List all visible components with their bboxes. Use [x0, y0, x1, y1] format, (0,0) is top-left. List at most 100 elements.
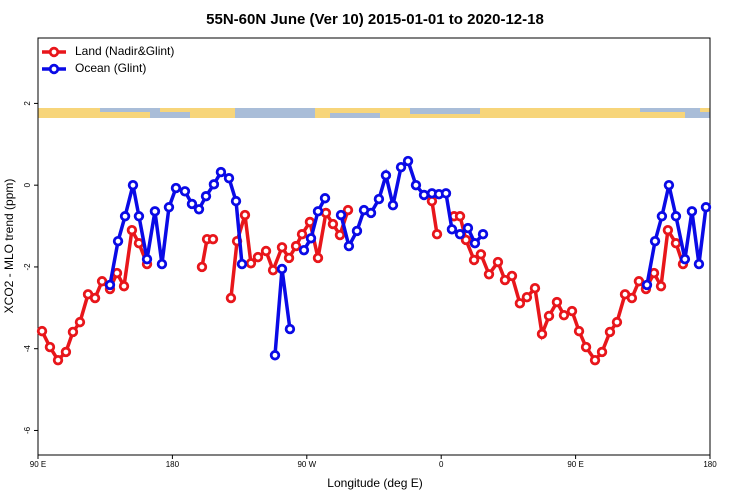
point: [170, 182, 182, 194]
point: [373, 193, 385, 205]
point: [335, 209, 347, 221]
x-tick-label: 0: [439, 460, 444, 469]
point: [633, 276, 645, 287]
point: [558, 309, 570, 321]
point: [649, 235, 661, 247]
point: [133, 211, 145, 222]
series-line: [430, 200, 439, 235]
point: [304, 216, 316, 228]
point: [536, 328, 548, 340]
point: [395, 161, 407, 173]
point: [225, 292, 237, 304]
legend-label: Ocean (Glint): [75, 61, 146, 75]
x-tick-label: 90 E: [567, 460, 583, 469]
point: [74, 316, 86, 328]
point: [327, 218, 339, 230]
point: [193, 204, 205, 215]
point: [380, 170, 392, 181]
point: [163, 202, 175, 213]
point: [529, 283, 541, 294]
point: [126, 224, 138, 236]
point: [112, 235, 124, 247]
point: [260, 245, 272, 257]
point: [418, 189, 430, 201]
y-tick-label: 0: [23, 182, 32, 187]
point: [312, 252, 324, 264]
x-tick-label: 180: [703, 460, 717, 469]
point: [670, 238, 682, 249]
point: [506, 270, 518, 282]
point: [551, 296, 563, 308]
point: [118, 280, 130, 292]
point: [641, 279, 653, 291]
point: [589, 354, 601, 366]
point: [223, 173, 235, 184]
y-tick-label: -2: [23, 263, 32, 271]
point: [141, 253, 153, 265]
point: [239, 209, 251, 221]
point: [662, 224, 674, 236]
point: [296, 229, 308, 240]
point: [343, 240, 355, 252]
point: [604, 326, 616, 338]
point: [469, 238, 481, 249]
point: [543, 310, 555, 322]
series-line: [302, 197, 327, 252]
y-tick-label: -6: [23, 426, 32, 434]
point: [276, 242, 288, 253]
point: [133, 238, 145, 249]
point: [156, 258, 168, 270]
point: [96, 276, 108, 287]
point: [36, 325, 48, 337]
point: [611, 316, 623, 328]
x-tick-label: 90 W: [297, 460, 316, 469]
x-tick-label: 180: [166, 460, 180, 469]
point: [387, 200, 399, 211]
point: [186, 198, 198, 210]
point: [514, 298, 526, 309]
point: [454, 211, 466, 222]
point: [52, 354, 64, 366]
point: [89, 292, 101, 304]
point: [207, 233, 219, 245]
point: [521, 291, 533, 303]
legend-marker: [48, 46, 60, 58]
map-strip: [38, 108, 710, 118]
point: [196, 261, 208, 273]
point: [44, 341, 56, 353]
point: [208, 179, 220, 190]
point: [284, 323, 296, 335]
plot-frame: [37, 37, 711, 456]
point: [215, 166, 227, 178]
point: [446, 224, 458, 235]
point: [365, 207, 377, 219]
point: [410, 179, 422, 191]
point: [573, 325, 585, 337]
point: [67, 326, 79, 338]
point: [179, 186, 191, 197]
point: [492, 256, 504, 268]
chart-title: 55N-60N June (Ver 10) 2015-01-01 to 2020…: [206, 11, 544, 28]
point: [230, 195, 242, 207]
point: [596, 346, 608, 358]
point: [483, 269, 495, 280]
point: [305, 233, 317, 244]
legend-label: Land (Nadir&Glint): [75, 44, 174, 58]
y-tick-label: 2: [23, 101, 32, 106]
point: [655, 280, 667, 292]
point: [580, 341, 592, 353]
point: [119, 211, 131, 222]
point: [342, 204, 354, 216]
series-line: [273, 268, 292, 356]
point: [566, 305, 578, 317]
point: [60, 346, 72, 358]
point: [686, 206, 698, 217]
point: [499, 274, 511, 286]
point: [670, 211, 682, 222]
point: [477, 229, 489, 240]
point: [320, 207, 332, 219]
point: [290, 240, 302, 252]
y-axis-label: XCO2 - MLO trend (ppm): [2, 179, 16, 314]
point: [440, 188, 452, 199]
point: [656, 211, 668, 222]
